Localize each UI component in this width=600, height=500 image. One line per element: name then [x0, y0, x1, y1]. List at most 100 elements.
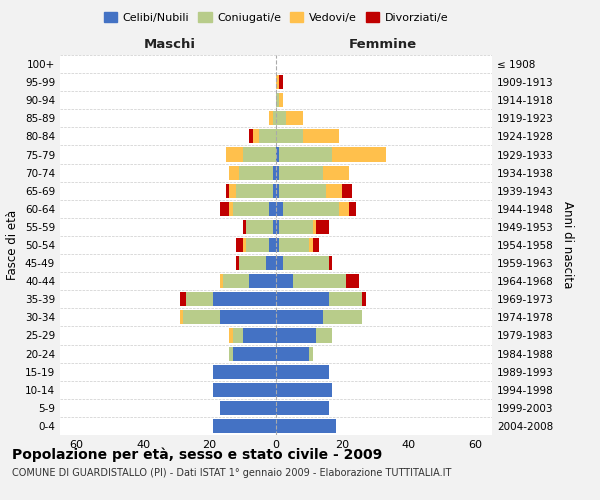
Bar: [313, 238, 319, 252]
Bar: [226, 184, 229, 198]
Bar: [266, 256, 276, 270]
Bar: [276, 166, 280, 179]
Bar: [269, 112, 272, 126]
Bar: [272, 166, 276, 179]
Bar: [179, 310, 183, 324]
Bar: [220, 310, 276, 324]
Bar: [213, 419, 276, 433]
Bar: [309, 346, 313, 360]
Bar: [276, 75, 280, 89]
Bar: [220, 274, 223, 288]
Bar: [259, 130, 276, 143]
Bar: [243, 148, 276, 162]
Bar: [323, 166, 349, 179]
Bar: [280, 93, 283, 108]
Bar: [276, 202, 283, 216]
Bar: [239, 166, 272, 179]
Y-axis label: Fasce di età: Fasce di età: [7, 210, 19, 280]
Bar: [243, 238, 246, 252]
Bar: [243, 220, 246, 234]
Bar: [269, 238, 276, 252]
Bar: [309, 238, 313, 252]
Bar: [223, 274, 250, 288]
Bar: [233, 346, 276, 360]
Bar: [276, 256, 283, 270]
Bar: [213, 292, 276, 306]
Bar: [213, 364, 276, 378]
Bar: [293, 274, 346, 288]
Bar: [313, 220, 316, 234]
Bar: [272, 220, 276, 234]
Bar: [276, 130, 302, 143]
Bar: [286, 112, 302, 126]
Bar: [233, 202, 269, 216]
Bar: [246, 220, 272, 234]
Bar: [276, 401, 329, 415]
Legend: Celibi/Nubili, Coniugati/e, Vedovi/e, Divorziati/e: Celibi/Nubili, Coniugati/e, Vedovi/e, Di…: [100, 8, 452, 27]
Bar: [329, 256, 332, 270]
Bar: [246, 238, 269, 252]
Bar: [332, 148, 386, 162]
Bar: [302, 130, 339, 143]
Text: COMUNE DI GUARDISTALLO (PI) - Dati ISTAT 1° gennaio 2009 - Elaborazione TUTTITAL: COMUNE DI GUARDISTALLO (PI) - Dati ISTAT…: [12, 468, 451, 477]
Bar: [276, 346, 309, 360]
Bar: [276, 93, 280, 108]
Text: Popolazione per età, sesso e stato civile - 2009: Popolazione per età, sesso e stato civil…: [12, 448, 382, 462]
Bar: [236, 238, 243, 252]
Bar: [243, 328, 276, 342]
Bar: [183, 310, 220, 324]
Bar: [276, 148, 280, 162]
Bar: [280, 148, 332, 162]
Bar: [272, 184, 276, 198]
Bar: [346, 274, 359, 288]
Bar: [213, 382, 276, 397]
Bar: [276, 419, 336, 433]
Bar: [276, 238, 280, 252]
Bar: [349, 202, 356, 216]
Bar: [280, 75, 283, 89]
Bar: [276, 364, 329, 378]
Bar: [280, 166, 323, 179]
Text: Femmine: Femmine: [348, 38, 416, 52]
Bar: [276, 184, 280, 198]
Bar: [229, 202, 233, 216]
Bar: [229, 346, 233, 360]
Bar: [326, 184, 343, 198]
Bar: [272, 112, 276, 126]
Bar: [229, 184, 236, 198]
Bar: [233, 328, 243, 342]
Bar: [343, 184, 352, 198]
Bar: [250, 274, 276, 288]
Bar: [220, 401, 276, 415]
Bar: [239, 256, 266, 270]
Bar: [329, 292, 362, 306]
Bar: [316, 328, 332, 342]
Bar: [276, 220, 280, 234]
Bar: [253, 130, 259, 143]
Bar: [250, 130, 253, 143]
Bar: [339, 202, 349, 216]
Bar: [283, 256, 329, 270]
Bar: [276, 112, 286, 126]
Bar: [276, 310, 323, 324]
Bar: [276, 328, 316, 342]
Bar: [179, 292, 186, 306]
Bar: [186, 292, 213, 306]
Y-axis label: Anni di nascita: Anni di nascita: [562, 202, 574, 288]
Bar: [269, 202, 276, 216]
Bar: [276, 382, 332, 397]
Bar: [276, 292, 329, 306]
Bar: [362, 292, 366, 306]
Bar: [276, 274, 293, 288]
Bar: [280, 184, 326, 198]
Bar: [229, 166, 239, 179]
Bar: [229, 328, 233, 342]
Bar: [220, 202, 229, 216]
Bar: [280, 238, 309, 252]
Bar: [236, 256, 239, 270]
Bar: [283, 202, 339, 216]
Bar: [236, 184, 272, 198]
Bar: [226, 148, 243, 162]
Bar: [323, 310, 362, 324]
Bar: [280, 220, 313, 234]
